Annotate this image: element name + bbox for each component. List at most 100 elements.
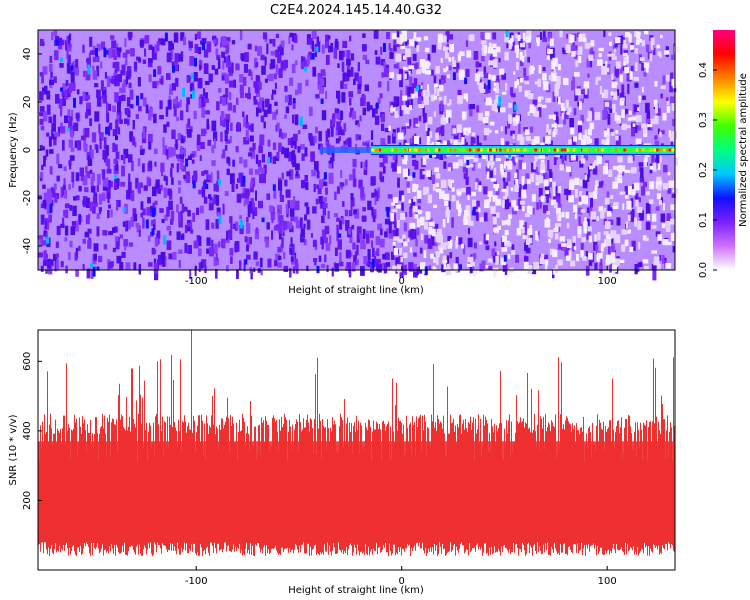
heatmap-cell xyxy=(504,51,509,61)
heatmap-cell xyxy=(120,154,125,161)
heatmap-cell xyxy=(485,85,489,94)
heatmap-cell xyxy=(224,191,229,196)
heatmap-cell xyxy=(609,41,612,47)
heatmap-cell xyxy=(445,46,449,51)
heatmap-cell xyxy=(516,79,520,86)
heatmap-cell xyxy=(257,159,262,167)
heatmap-cell xyxy=(220,42,223,48)
heatmap-cell xyxy=(112,105,116,113)
heatmap-cell xyxy=(544,136,551,144)
heatmap-cell xyxy=(500,138,505,147)
heatmap-cell xyxy=(49,203,53,213)
colorbar-ticks: 0.00.10.20.30.4 xyxy=(698,62,717,278)
heatmap-cell xyxy=(180,210,183,218)
heatmap-cell xyxy=(389,52,394,59)
heatmap-cell xyxy=(518,187,522,198)
heatmap-cell xyxy=(335,108,339,116)
heatmap-cell xyxy=(41,240,47,246)
heatmap-cell xyxy=(668,130,672,138)
heatmap-cell xyxy=(280,132,285,139)
heatmap-cell xyxy=(137,158,141,167)
heatmap-cell xyxy=(348,228,351,235)
heatmap-cell xyxy=(157,66,162,75)
heatmap-cell xyxy=(154,44,158,55)
heatmap-cell xyxy=(656,44,661,49)
heatmap-cell xyxy=(122,52,128,58)
heatmap-cell xyxy=(590,211,597,220)
heatmap-cell xyxy=(622,52,628,56)
heatmap-cell xyxy=(185,123,189,135)
heatmap-cell xyxy=(580,98,584,103)
y-tick-label: 0 xyxy=(22,147,33,153)
heatmap-xlabel: Height of straight line (km) xyxy=(288,285,424,296)
heatmap-cell xyxy=(630,65,634,73)
heatmap-cell xyxy=(553,202,558,209)
heatmap-cell xyxy=(529,104,535,114)
heatmap-cell xyxy=(279,188,282,197)
heatmap-cell xyxy=(166,153,169,160)
heatmap-cell xyxy=(73,97,76,108)
heatmap-cell xyxy=(46,132,50,137)
heatmap-cell xyxy=(564,248,569,257)
heatmap-cell xyxy=(408,230,413,238)
heatmap-cell xyxy=(635,115,642,123)
heatmap-cell xyxy=(96,213,100,219)
heatmap-cell xyxy=(121,165,125,177)
heatmap-cell xyxy=(125,49,130,54)
heatmap-cell xyxy=(315,198,319,205)
heatmap-cell xyxy=(529,224,532,230)
heatmap-cell xyxy=(570,260,576,267)
heatmap-cell xyxy=(319,78,325,86)
heatmap-cell xyxy=(417,209,422,215)
heatmap-cell xyxy=(219,96,224,104)
heatmap-cell xyxy=(584,174,587,181)
heatmap-cell xyxy=(525,239,530,245)
heatmap-cell xyxy=(645,221,651,230)
heatmap-cell xyxy=(602,166,609,175)
heatmap-cell xyxy=(554,111,559,119)
track-peak xyxy=(651,148,654,152)
track-peak xyxy=(486,148,490,152)
heatmap-cell xyxy=(216,180,219,192)
heatmap-cell xyxy=(409,83,414,94)
heatmap-cell xyxy=(634,31,638,37)
heatmap-cell xyxy=(375,190,379,202)
heatmap-cell xyxy=(176,204,179,213)
heatmap-cell xyxy=(427,194,433,204)
heatmap-cell xyxy=(98,207,102,212)
heatmap-cell xyxy=(571,51,576,57)
heatmap-cell xyxy=(588,54,594,61)
heatmap-cell xyxy=(394,152,398,164)
heatmap-cell xyxy=(72,60,75,72)
heatmap-cell xyxy=(201,186,206,198)
heatmap-cell xyxy=(380,59,386,66)
heatmap-cell xyxy=(275,49,279,58)
heatmap-cell xyxy=(639,57,645,61)
heatmap-cell xyxy=(230,256,233,264)
heatmap-cell xyxy=(524,235,528,239)
heatmap-cell xyxy=(624,239,629,247)
heatmap-cell xyxy=(232,105,236,113)
heatmap-cell xyxy=(290,237,293,247)
heatmap-cell xyxy=(46,104,51,115)
heatmap-cell xyxy=(248,237,252,245)
heatmap-cell xyxy=(469,264,473,274)
heatmap-cell xyxy=(90,177,94,186)
heatmap-cell xyxy=(119,262,124,270)
heatmap-cell xyxy=(243,137,248,145)
heatmap-cell xyxy=(46,188,51,196)
heatmap-cell xyxy=(115,119,119,130)
heatmap-cell xyxy=(236,122,240,132)
heatmap-cell xyxy=(627,229,631,234)
heatmap-cell xyxy=(170,219,174,225)
heatmap-cell xyxy=(255,190,257,201)
heatmap-cell xyxy=(458,237,463,245)
heatmap-cell xyxy=(71,221,77,229)
heatmap-cell xyxy=(469,110,473,117)
heatmap-cell xyxy=(606,238,612,247)
heatmap-cell xyxy=(220,131,223,142)
heatmap-cell xyxy=(434,167,439,173)
heatmap-cell xyxy=(446,206,450,213)
heatmap-cell xyxy=(248,69,252,76)
